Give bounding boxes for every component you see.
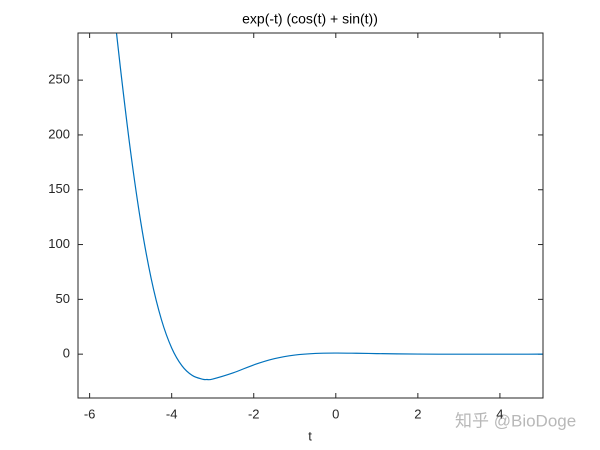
x-tick-label: -6	[84, 406, 96, 421]
y-tick-label: 200	[48, 126, 70, 141]
x-tick-label: -2	[248, 406, 260, 421]
y-tick-label: 100	[48, 236, 70, 251]
y-tick-label: 150	[48, 181, 70, 196]
x-tick-label: 2	[414, 406, 421, 421]
y-tick-label: 0	[63, 346, 70, 361]
y-tick-label: 50	[56, 291, 70, 306]
x-axis-label: t	[308, 428, 312, 443]
x-tick-label: 4	[496, 406, 503, 421]
y-tick-label: 250	[48, 72, 70, 87]
x-tick-label: -4	[166, 406, 178, 421]
data-line	[115, 33, 543, 381]
x-tick-label: 0	[332, 406, 339, 421]
chart-title: exp(-t) (cos(t) + sin(t))	[242, 11, 378, 27]
watermark: 知乎 @BioDoge	[455, 411, 576, 430]
plot-frame	[77, 32, 544, 399]
